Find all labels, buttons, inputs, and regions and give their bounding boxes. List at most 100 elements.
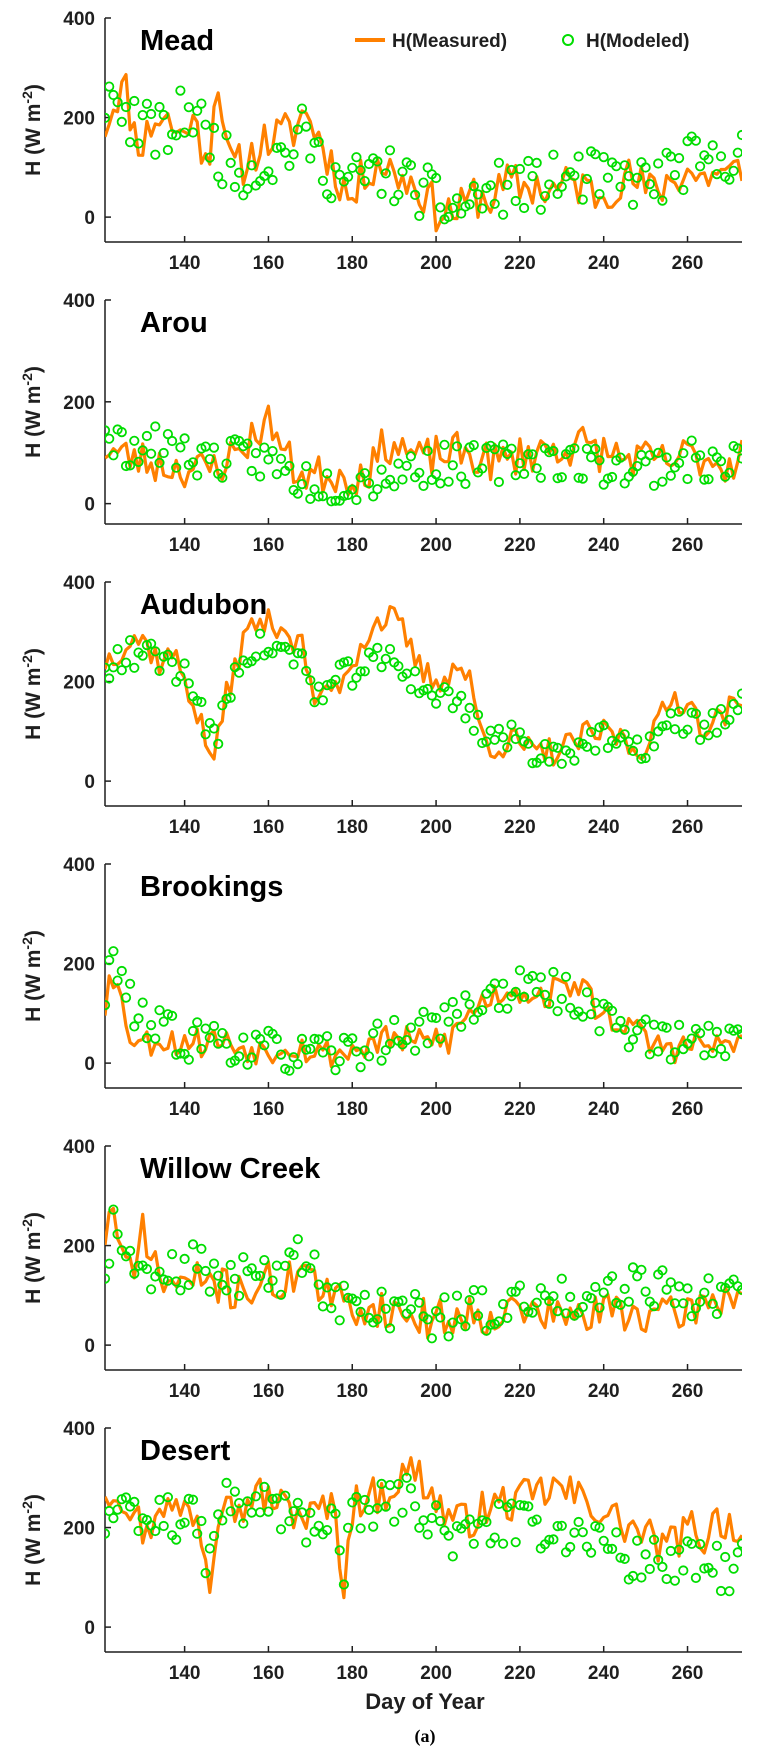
modeled-point <box>401 1472 412 1483</box>
modeled-point <box>150 1033 161 1044</box>
modeled-point <box>439 1292 450 1303</box>
modeled-point <box>585 1009 597 1020</box>
modeled-point <box>682 473 693 485</box>
modeled-point <box>556 758 567 769</box>
modeled-point <box>208 1258 220 1269</box>
modeled-point <box>162 144 173 156</box>
modeled-point <box>384 1323 396 1334</box>
modeled-point <box>208 1020 220 1032</box>
modeled-point <box>255 471 266 482</box>
modeled-point <box>255 1507 266 1518</box>
modeled-point <box>632 172 643 183</box>
modeled-point <box>192 470 203 481</box>
modeled-point <box>204 453 215 465</box>
modeled-point <box>694 734 706 746</box>
x-tick-label: 140 <box>169 253 201 274</box>
modeled-point <box>183 678 194 689</box>
modeled-point <box>229 181 240 193</box>
modeled-point <box>468 1538 479 1549</box>
modeled-point <box>443 211 454 222</box>
modeled-point <box>581 443 593 454</box>
modeled-point <box>581 987 593 998</box>
modeled-point <box>640 752 651 764</box>
modeled-point <box>447 202 458 213</box>
modeled-point <box>200 1023 211 1034</box>
modeled-point <box>548 1291 559 1302</box>
modeled-point <box>288 1249 299 1261</box>
modeled-point <box>213 1270 224 1281</box>
y-tick-label: 400 <box>63 573 95 594</box>
modeled-point <box>493 1002 504 1014</box>
modeled-point <box>105 81 115 92</box>
modeled-point <box>493 476 504 488</box>
modeled-point <box>439 1002 450 1013</box>
modeled-point <box>275 1049 287 1060</box>
modeled-point <box>175 442 186 453</box>
modeled-point <box>275 453 287 464</box>
x-tick-label: 140 <box>169 1663 201 1684</box>
modeled-point <box>183 1279 194 1291</box>
modeled-point <box>347 1033 358 1044</box>
modeled-point <box>577 1301 588 1313</box>
modeled-point <box>527 171 538 182</box>
modeled-point <box>330 162 341 173</box>
measured-series-line <box>105 1206 742 1340</box>
modeled-point <box>372 642 383 654</box>
modeled-point <box>217 1515 228 1526</box>
x-tick-label: 260 <box>672 1099 704 1120</box>
modeled-point <box>380 1303 391 1314</box>
modeled-point <box>204 1032 215 1043</box>
plot-area-mead <box>105 72 742 233</box>
modeled-point <box>590 443 601 454</box>
x-tick-label: 180 <box>336 817 368 838</box>
modeled-point <box>502 1312 513 1324</box>
modeled-point <box>280 1260 291 1271</box>
modeled-point <box>627 199 639 210</box>
modeled-point <box>179 1253 190 1265</box>
modeled-point <box>317 175 328 186</box>
modeled-point <box>544 998 555 1009</box>
modeled-point <box>422 1529 433 1540</box>
x-tick-label: 200 <box>420 1099 452 1120</box>
modeled-point <box>221 693 232 705</box>
modeled-point <box>196 1515 207 1527</box>
panel-title: Mead <box>140 25 214 57</box>
modeled-point <box>711 1308 723 1320</box>
modeled-point <box>162 649 173 660</box>
modeled-point <box>535 753 546 764</box>
modeled-point <box>502 1003 513 1014</box>
modeled-point <box>544 1534 555 1545</box>
modeled-point <box>154 457 165 468</box>
modeled-point <box>347 680 358 691</box>
modeled-point <box>301 121 312 132</box>
modeled-point <box>531 1297 542 1308</box>
modeled-point <box>485 1319 496 1330</box>
modeled-point <box>430 172 442 184</box>
modeled-point <box>451 1008 463 1020</box>
modeled-point <box>477 203 488 214</box>
modeled-point <box>489 734 500 745</box>
modeled-point <box>183 102 194 113</box>
panel-title: Brookings <box>140 871 283 903</box>
modeled-point <box>196 98 207 109</box>
modeled-point <box>105 1258 115 1269</box>
x-tick-label: 240 <box>588 1381 620 1402</box>
modeled-point <box>129 95 140 107</box>
modeled-point <box>217 1028 228 1039</box>
modeled-point <box>497 1299 509 1310</box>
modeled-point <box>137 445 148 456</box>
modeled-point <box>472 709 484 721</box>
modeled-point <box>447 460 458 471</box>
modeled-point <box>426 1512 437 1524</box>
modeled-point <box>376 1055 387 1066</box>
modeled-point <box>292 488 303 499</box>
modeled-point <box>736 688 742 699</box>
modeled-point <box>259 442 270 453</box>
modeled-point <box>665 708 676 719</box>
modeled-point <box>640 1014 651 1025</box>
modeled-point <box>518 1500 530 1511</box>
modeled-point <box>292 124 303 135</box>
modeled-point <box>715 1281 727 1292</box>
modeled-point <box>133 456 144 467</box>
modeled-point <box>493 157 504 168</box>
